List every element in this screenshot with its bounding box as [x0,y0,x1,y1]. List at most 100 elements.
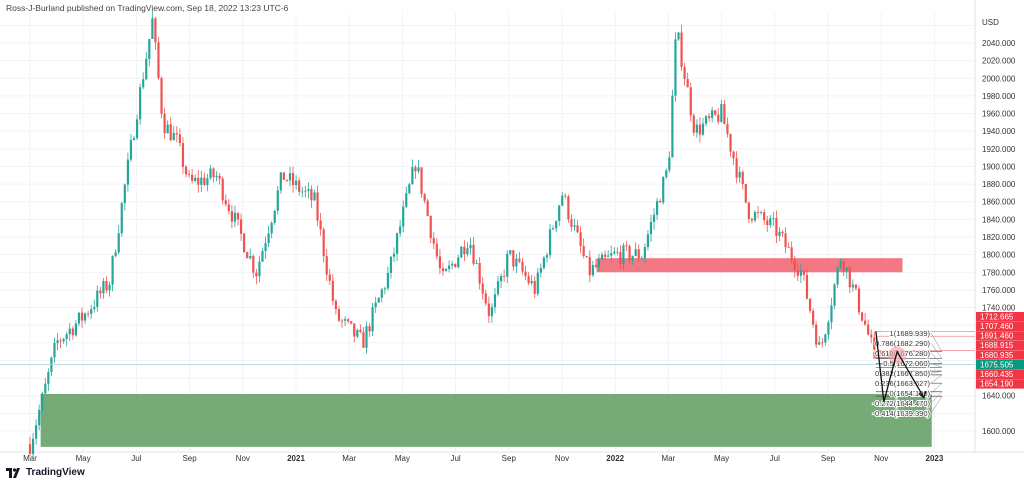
time-tick: Sep [821,454,836,463]
candle-body [680,32,683,67]
candle-body [775,218,778,236]
candle-body [671,95,674,158]
candle-body [123,184,126,204]
time-tick: Jul [450,454,460,463]
candle-body [460,246,463,258]
candle-body [316,192,319,221]
time-tick: 2021 [287,454,305,463]
candle-body [646,234,650,248]
candle-body [802,270,806,275]
time-tick: Mar [342,454,356,463]
candle-body [258,261,261,277]
candle-body [649,221,653,235]
candle-body [356,329,359,337]
candle-body [172,133,175,141]
candle-body [291,173,295,186]
candle-body [288,173,292,181]
candle-body [166,124,169,134]
candle-body [426,200,429,216]
candle-body [203,177,206,186]
candle-body [200,177,203,185]
candle-body [386,272,390,289]
time-tick: Jul [131,454,141,463]
candle-body [142,79,145,88]
candle-body [686,79,689,88]
price-badge [976,312,1024,322]
candle-body [117,233,120,253]
candle-body [512,250,515,267]
candle-body [503,276,506,277]
candle-body [867,324,870,335]
candle-body [481,283,484,294]
projection-path [875,331,925,403]
candle-body [472,244,475,264]
candle-body [120,203,123,234]
candle-body [56,340,59,344]
candle-body [613,251,616,254]
price-tick: 2020.000 [982,57,1016,66]
candle-body [350,321,353,324]
candle-body [603,254,607,257]
candle-body [129,139,133,160]
currency-label: USD [982,18,999,27]
price-tick: 2000.000 [982,74,1016,83]
candle-body [570,219,573,227]
candle-body [763,212,766,221]
candle-body [564,195,567,197]
price-tick: 1940.000 [982,127,1016,136]
candle-body [249,256,252,259]
candle-body [619,252,622,264]
candle-body [35,425,38,439]
candle-body [160,77,163,114]
candle-body [643,247,646,259]
candle-body [854,284,858,289]
candle-body [753,212,757,221]
candle-body [41,393,44,410]
candle-body [493,294,497,308]
candle-body [233,212,237,222]
candle-body [285,179,289,181]
fib-label: -0.272(1644.470) [872,399,930,408]
candle-body [365,326,368,348]
candle-body [607,255,610,257]
candle-body [711,110,714,119]
candle-body [175,133,178,135]
candle-body [420,167,423,195]
time-tick: 2022 [606,454,624,463]
candle-body [405,193,408,207]
candle-body [790,247,793,261]
candle-body [769,218,772,225]
candle-body [824,334,827,343]
fib-label-leader [930,362,943,368]
candle-body [821,342,824,344]
candle-body [325,256,328,275]
candle-body [145,58,148,80]
candle-body [662,177,665,203]
candle-body [102,281,105,294]
fib-label: 0.786(1682.290) [875,339,931,348]
tradingview-logo[interactable]: TradingView [6,467,85,478]
candle-body [833,284,836,306]
candle-body [77,312,81,324]
fib-label-leader [930,391,943,404]
candle-body [567,196,570,220]
candle-body [337,309,341,321]
candle-body [371,307,374,332]
candle-body [857,288,861,313]
candle-body [842,261,845,272]
candle-body [319,220,322,230]
candle-body [270,222,273,234]
candle-body [71,328,74,336]
candle-body [334,300,337,310]
candle-body [230,211,233,222]
candle-body [729,134,732,152]
candle-body [194,177,197,181]
candle-body [157,42,160,78]
candle-body [243,233,246,253]
candle-body [576,225,579,233]
candle-body [298,180,301,192]
candle-body [221,178,224,201]
candle-body [441,268,445,272]
candle-body [236,212,240,220]
